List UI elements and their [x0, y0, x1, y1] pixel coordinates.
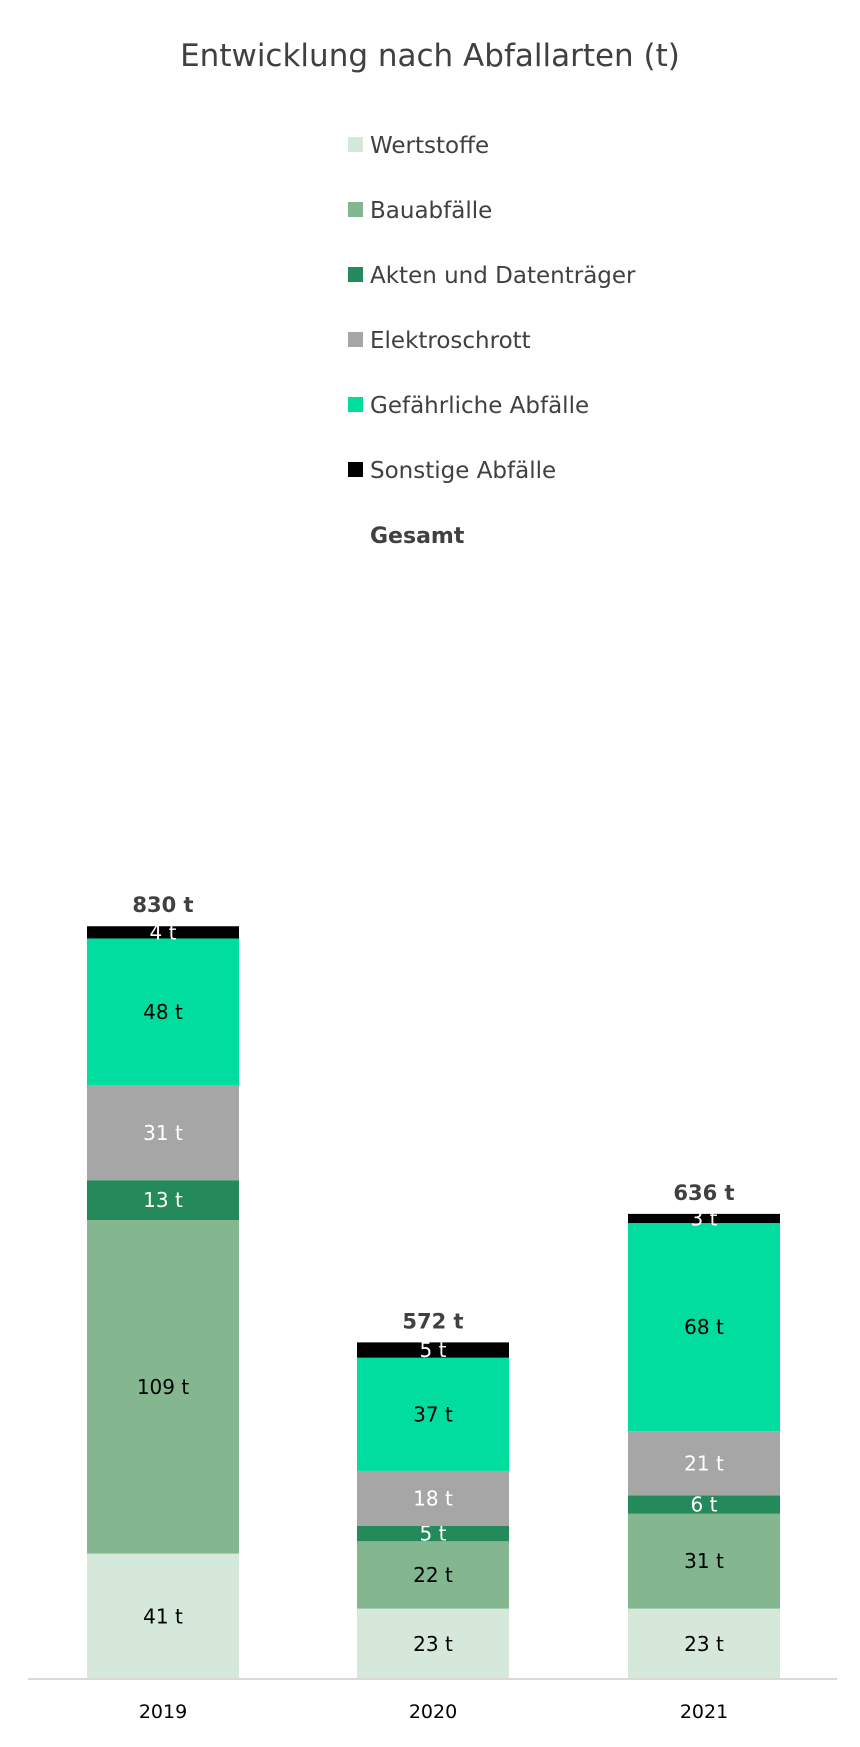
data-label: 37 t — [413, 1402, 453, 1426]
data-label: 13 t — [143, 1188, 183, 1212]
legend-swatch — [348, 202, 363, 217]
bar-segment — [628, 1213, 780, 1224]
legend-entry: Wertstoffe — [370, 133, 489, 159]
bar-segment — [628, 1513, 780, 1609]
data-label: 5 t — [420, 1338, 447, 1362]
bar-segment — [87, 1085, 239, 1181]
bar-segment — [357, 1357, 509, 1471]
legend-swatch — [348, 137, 363, 152]
bar-segment — [357, 1342, 509, 1358]
bar-segment — [87, 938, 239, 1086]
legend-entry: Sonstige Abfälle — [370, 458, 556, 484]
legend: Wertstoffe Bauabfälle Akten und Datenträge… — [348, 133, 636, 549]
bar-segment — [357, 1541, 509, 1609]
data-label: 41 t — [143, 1604, 183, 1628]
legend-entry: Bauabfälle — [370, 198, 492, 224]
data-label: 18 t — [413, 1486, 453, 1510]
chart-title: Entwicklung nach Abfallarten (t) — [180, 38, 680, 74]
total-label: 572 t — [402, 1309, 463, 1333]
x-axis-ticks: 2019 2020 2021 — [139, 1701, 728, 1723]
data-label: 23 t — [684, 1632, 724, 1656]
bar-segment — [357, 1608, 509, 1679]
bar-segment — [357, 1470, 509, 1526]
legend-swatch — [348, 332, 363, 347]
data-label: 31 t — [684, 1549, 724, 1573]
legend-swatch — [348, 397, 363, 412]
data-label: 31 t — [143, 1121, 183, 1145]
data-label: 3 t — [691, 1206, 718, 1230]
total-label: 636 t — [673, 1181, 734, 1205]
legend-entry: Elektroschrott — [370, 328, 531, 354]
legend-total-entry: Gesamt — [370, 524, 465, 549]
legend-swatch — [348, 267, 363, 282]
bars-group: 41 t 109 t 13 t 31 t 48 t 4 t 830 t 23 t 22 t 5 t… — [87, 893, 780, 1679]
x-tick-label: 2020 — [409, 1701, 457, 1723]
bar-segment — [87, 926, 239, 939]
bar-segment — [357, 1526, 509, 1542]
data-label: 4 t — [150, 920, 177, 944]
data-label: 109 t — [137, 1375, 190, 1399]
total-label: 830 t — [132, 893, 193, 917]
data-label: 68 t — [684, 1315, 724, 1339]
bar-segment — [628, 1431, 780, 1496]
bar-segment — [628, 1608, 780, 1679]
legend-entry: Akten und Datenträger — [370, 263, 636, 289]
bar-segment — [87, 1553, 239, 1679]
x-tick-label: 2021 — [680, 1701, 728, 1723]
data-label: 23 t — [413, 1632, 453, 1656]
x-tick-label: 2019 — [139, 1701, 187, 1723]
bar-segment — [628, 1223, 780, 1432]
data-label: 22 t — [413, 1563, 453, 1587]
data-label: 6 t — [691, 1493, 718, 1517]
bar-segment — [87, 1220, 239, 1554]
data-label: 48 t — [143, 1000, 183, 1024]
data-label: 21 t — [684, 1451, 724, 1475]
bar-segment — [628, 1495, 780, 1514]
legend-entry: Gefährliche Abfälle — [370, 393, 589, 419]
legend-swatch — [348, 462, 363, 477]
bar-segment — [87, 1180, 239, 1220]
